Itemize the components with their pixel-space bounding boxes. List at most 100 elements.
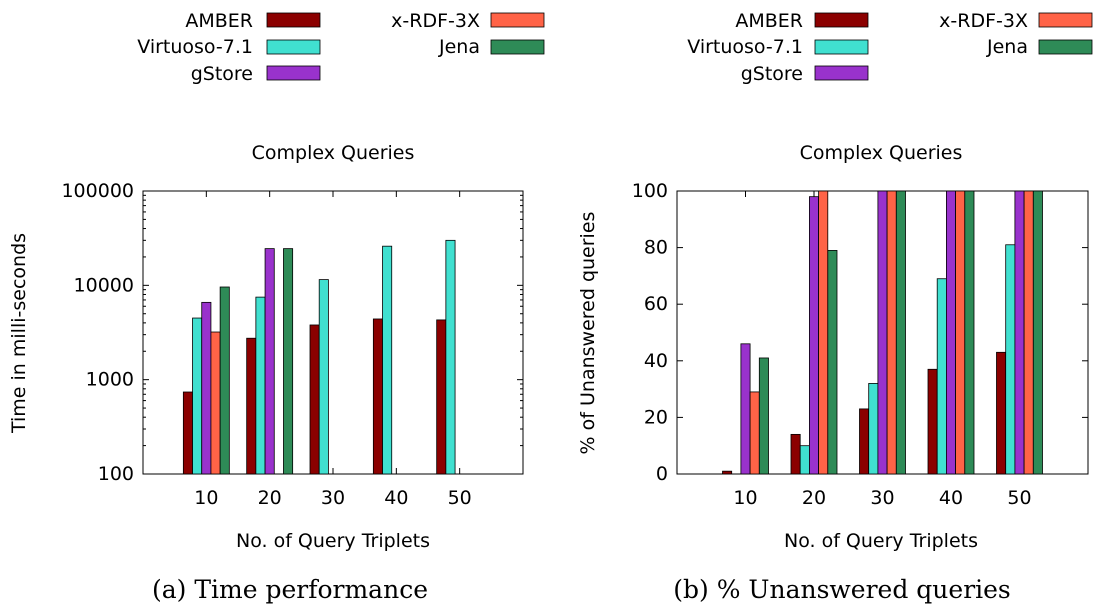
legend-swatch: [1038, 39, 1093, 55]
legend-item-virtuoso: Virtuoso-7.1: [137, 36, 321, 58]
bar: [1005, 244, 1016, 475]
legend-swatch: [1038, 12, 1093, 28]
plot-area: 100 1000 10000 100000 10 20 30 40 50: [61, 180, 524, 509]
x-tick-label: 40: [939, 487, 963, 509]
bar: [1023, 190, 1034, 475]
x-tick-label: 40: [384, 487, 408, 509]
y-tick-label: 20: [644, 406, 668, 428]
legend-item-gstore: gStore: [741, 63, 869, 85]
legend-swatch: [814, 39, 869, 55]
caption: (a) Time performance: [152, 575, 428, 604]
bar: [722, 470, 733, 475]
legend-swatch: [814, 12, 869, 28]
legend-swatch: [266, 39, 321, 55]
y-tick-label: 40: [644, 350, 668, 372]
bar: [445, 239, 456, 475]
x-tick-label: 20: [258, 487, 282, 509]
bar: [809, 196, 820, 475]
bar: [946, 190, 957, 475]
y-axis-label: Time in milli-seconds: [8, 233, 30, 434]
y-axis: 100 1000 10000 100000: [61, 180, 523, 485]
y-tick-label: 0: [656, 463, 668, 485]
legend-item-gstore: gStore: [191, 63, 321, 85]
bar: [827, 250, 838, 475]
legend-item-amber: AMBER: [735, 10, 869, 32]
legend: AMBER Virtuoso-7.1 gStore x-RDF-3X Jena: [137, 10, 545, 85]
legend-swatch: [266, 65, 321, 81]
legend-label: x-RDF-3X: [939, 10, 1028, 32]
x-tick-label: 10: [194, 487, 218, 509]
bar: [264, 248, 275, 475]
bar: [201, 301, 212, 475]
chart-title: Complex Queries: [252, 142, 415, 164]
caption: (b) % Unanswered queries: [673, 575, 1011, 604]
legend-label: Jena: [986, 36, 1028, 58]
x-tick-label: 50: [448, 487, 472, 509]
bar: [1014, 190, 1025, 475]
bar: [758, 357, 769, 475]
bar: [964, 190, 975, 475]
x-axis-label: No. of Query Triplets: [784, 530, 978, 552]
legend-item-jena: Jena: [438, 36, 545, 58]
legend-swatch: [490, 39, 545, 55]
chart-title: Complex Queries: [800, 142, 963, 164]
legend-swatch: [814, 65, 869, 81]
chart-unanswered-queries: AMBER Virtuoso-7.1 gStore x-RDF-3X Jena: [577, 10, 1093, 604]
legend-label: gStore: [191, 63, 253, 85]
x-tick-label: 50: [1007, 487, 1031, 509]
legend-swatch: [490, 12, 545, 28]
y-tick-label: 100: [98, 463, 134, 485]
bar: [886, 190, 897, 475]
bar: [877, 190, 888, 475]
bar: [859, 408, 870, 475]
legend-label: AMBER: [185, 10, 253, 32]
legend-label: AMBER: [735, 10, 803, 32]
bar: [192, 317, 203, 475]
bar: [818, 190, 829, 475]
x-axis: 10 20 30 40 50: [733, 191, 1032, 509]
y-tick-label: 1000: [86, 369, 134, 391]
legend-item-amber: AMBER: [185, 10, 321, 32]
legend-swatch: [266, 12, 321, 28]
x-axis-label: No. of Query Triplets: [236, 530, 430, 552]
legend-item-x-rdf-3x: x-RDF-3X: [391, 10, 545, 32]
bar: [1032, 190, 1043, 475]
bar: [996, 351, 1007, 475]
chart-time-performance: AMBER Virtuoso-7.1 gStore x-RDF-3X Jena: [8, 10, 545, 604]
bar: [740, 343, 751, 475]
legend-label: Virtuoso-7.1: [137, 36, 253, 58]
bar: [372, 318, 383, 475]
bar: [182, 391, 193, 475]
bar: [790, 433, 801, 475]
bar: [255, 296, 266, 475]
y-tick-label: 100: [632, 180, 668, 202]
legend-label: Virtuoso-7.1: [687, 36, 803, 58]
bar: [382, 245, 393, 475]
y-axis-label: % of Unanswered queries: [577, 212, 599, 455]
x-tick-label: 10: [733, 487, 757, 509]
legend-label: x-RDF-3X: [391, 10, 480, 32]
bar: [436, 319, 447, 475]
bar: [749, 391, 760, 475]
plot-area: 0 20 40 60 80 100 10 20 30 40 50: [632, 180, 1089, 509]
bars: [722, 190, 1043, 475]
legend-item-virtuoso: Virtuoso-7.1: [687, 36, 869, 58]
x-axis: 10 20 30 40 50: [194, 191, 472, 509]
bar: [955, 190, 966, 475]
legend-item-x-rdf-3x: x-RDF-3X: [939, 10, 1093, 32]
legend: AMBER Virtuoso-7.1 gStore x-RDF-3X Jena: [687, 10, 1093, 85]
y-tick-label: 80: [644, 237, 668, 259]
bar: [210, 331, 221, 475]
y-tick-label: 60: [644, 293, 668, 315]
bar: [219, 286, 230, 475]
legend-item-jena: Jena: [986, 36, 1093, 58]
y-tick-label: 10000: [74, 274, 134, 296]
legend-label: Jena: [438, 36, 480, 58]
bar: [868, 383, 879, 475]
bar: [895, 190, 906, 475]
y-axis: 0 20 40 60 80 100: [632, 180, 1088, 485]
x-tick-label: 30: [321, 487, 345, 509]
bar: [309, 324, 320, 475]
